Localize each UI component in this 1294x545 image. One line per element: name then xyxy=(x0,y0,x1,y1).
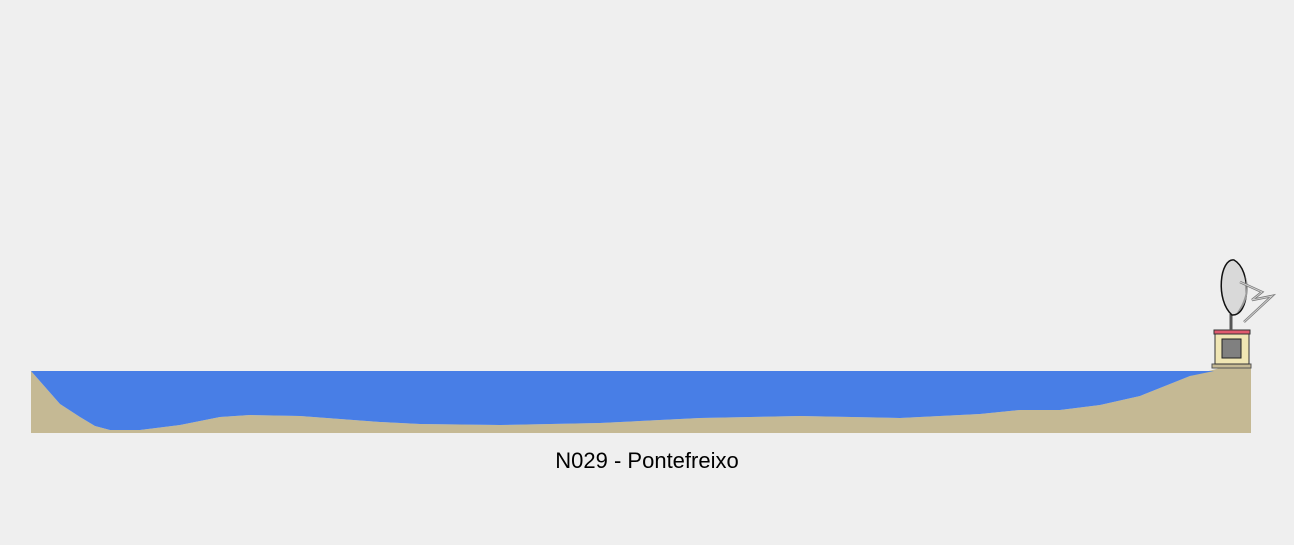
station-base xyxy=(1211,363,1252,369)
station-name-label: N029 - Pontefreixo xyxy=(555,448,739,473)
station-window xyxy=(1221,338,1242,359)
dish-arm-highlight xyxy=(1239,281,1274,323)
satellite-dish-icon xyxy=(1220,259,1277,330)
dish-shadow xyxy=(1236,275,1248,314)
river-water xyxy=(31,371,1214,430)
gauge-station-icon xyxy=(1211,329,1252,369)
riverbed-ground xyxy=(31,368,1251,433)
dish-bowl xyxy=(1220,259,1248,316)
station-roof xyxy=(1213,329,1251,335)
